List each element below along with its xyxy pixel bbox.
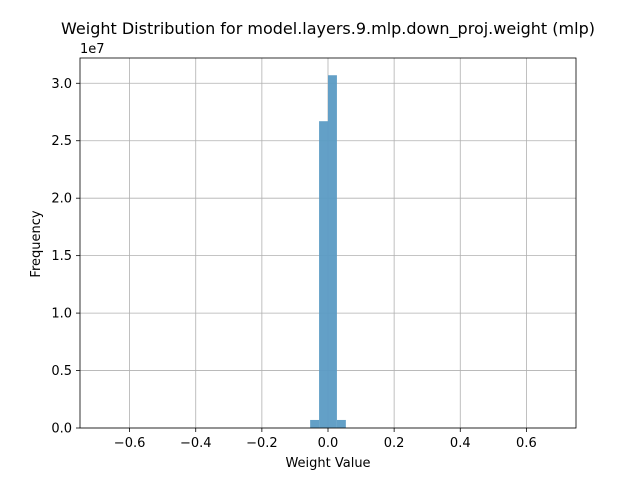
x-tick-label: 0.2: [384, 436, 405, 451]
x-tick-label: 0.0: [318, 436, 339, 451]
x-tick-label: −0.4: [180, 436, 212, 451]
y-tick-label: 0.5: [51, 364, 72, 379]
histogram-bar: [336, 419, 346, 428]
x-tick-label: 0.4: [450, 436, 471, 451]
histogram-bar: [328, 75, 337, 428]
x-tick-label: 0.6: [516, 436, 537, 451]
y-tick-label: 0.0: [51, 422, 72, 437]
y-tick-label: 1.0: [51, 307, 72, 322]
y-tick-label: 2.5: [51, 134, 72, 149]
chart-title: Weight Distribution for model.layers.9.m…: [61, 19, 595, 39]
histogram-bar: [319, 121, 328, 428]
x-axis-label: Weight Value: [285, 456, 370, 471]
y-tick-label: 1.5: [51, 249, 72, 264]
y-axis-label: Frequency: [29, 210, 44, 277]
histogram-bars: [310, 75, 346, 428]
x-tick-label: −0.2: [246, 436, 278, 451]
x-tick-label: −0.6: [114, 436, 146, 451]
histogram-bar: [310, 419, 320, 428]
y-tick-label: 2.0: [51, 192, 72, 207]
y-offset-label: 1e7: [80, 42, 105, 57]
axis-ticks: −0.6 −0.4 −0.2 0.0 0.2 0.4 0.6 0.0 0.5 1.0 1.5 2.0 2…: [51, 77, 536, 451]
plot-frame: [79, 57, 577, 429]
y-tick-label: 3.0: [51, 77, 72, 92]
